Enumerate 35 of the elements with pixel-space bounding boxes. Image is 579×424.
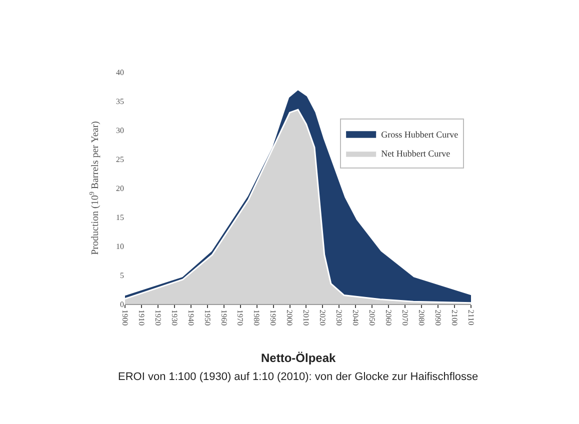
x-tick-label: 2020 [318, 310, 328, 326]
x-tick-label: 2040 [351, 310, 360, 326]
x-tick-label: 1910 [136, 310, 146, 326]
x-tick-label: 2010 [302, 310, 311, 326]
y-tick-label: 35 [116, 96, 124, 106]
y-tick-label: 0 [120, 300, 124, 309]
legend-label: Net Hubbert Curve [381, 148, 450, 158]
y-tick-label: 40 [116, 68, 124, 77]
x-tick-label: 2090 [433, 310, 442, 326]
x-tick-label: 2050 [368, 310, 377, 326]
text: EROI von 1:100 (1930) auf 1:10 (2010): von der Glocke zur Haifischflosse [118, 371, 478, 383]
y-tick-label: 25 [116, 154, 124, 164]
x-tick-label: 2000 [285, 310, 294, 326]
x-tick-label: 2110 [466, 310, 476, 326]
x-tick-label: 1960 [219, 310, 228, 326]
x-tick-label: 1970 [236, 310, 245, 326]
x-tick-label: 1990 [268, 310, 278, 326]
x-tick-label: 1940 [186, 310, 196, 326]
y-tick-label: 10 [116, 242, 124, 251]
y-tick-label: 20 [116, 184, 124, 193]
x-tick-label: 2030 [334, 310, 344, 326]
x-tick-label: 1920 [153, 310, 162, 326]
x-tick-label: 1950 [202, 310, 212, 326]
x-tick-label: 1900 [120, 310, 130, 326]
y-tick-label: 30 [116, 126, 124, 135]
x-tick-label: 2070 [400, 310, 410, 326]
y-tick-label: 5 [120, 270, 124, 280]
x-tick-label: 2060 [384, 310, 394, 326]
x-tick-label: 2080 [416, 310, 426, 326]
legend-label: Gross Hubbert Curve [381, 129, 458, 140]
text: Netto-Ölpeak [261, 351, 336, 365]
x-tick-label: 1980 [252, 310, 262, 326]
x-tick-label: 2100 [450, 310, 459, 326]
y-tick-label: 15 [116, 212, 124, 222]
x-tick-label: 1930 [170, 310, 179, 326]
